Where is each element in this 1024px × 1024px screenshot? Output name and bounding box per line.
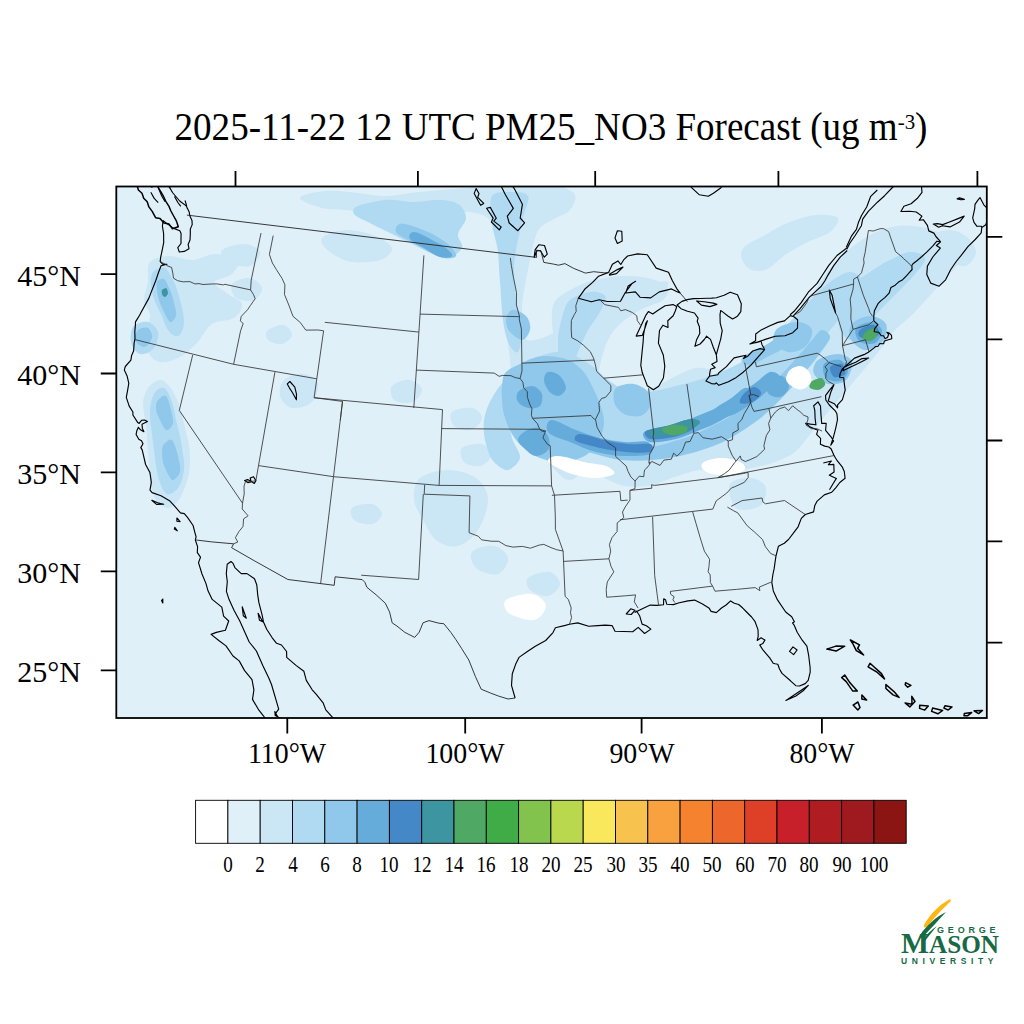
svg-text:MASON: MASON xyxy=(901,926,1000,959)
